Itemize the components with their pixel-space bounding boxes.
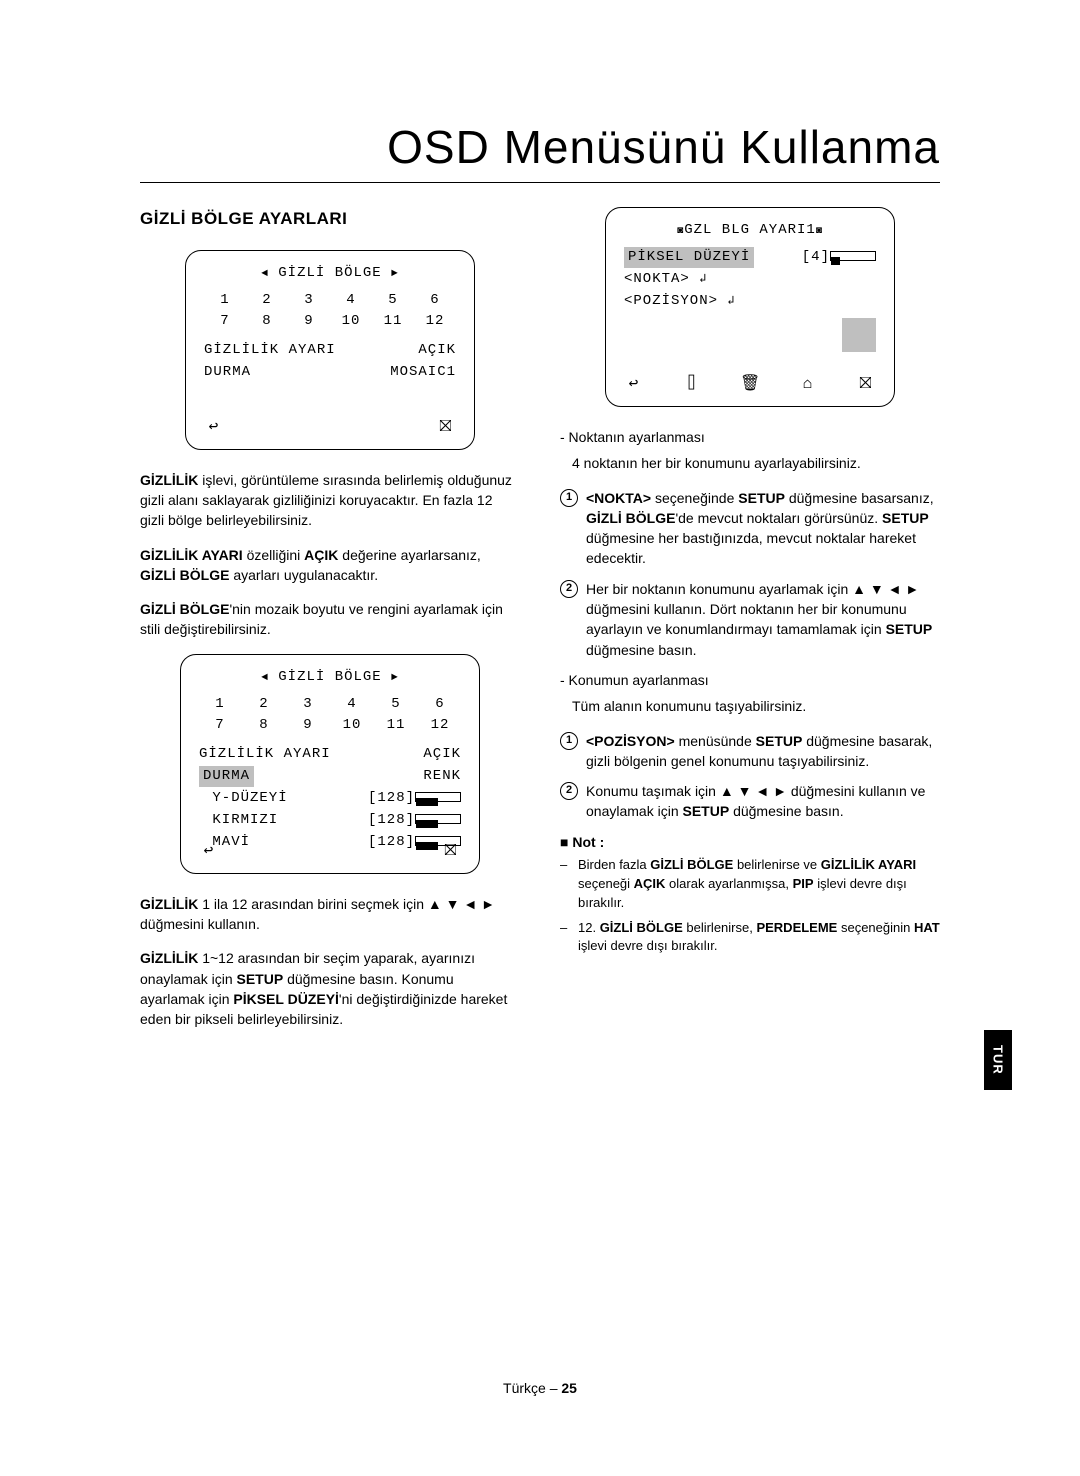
- circled-2-icon: 2: [560, 782, 578, 800]
- close-icon: ⛝: [856, 372, 876, 396]
- osd2-title: GİZLİ BÖLGE: [278, 669, 381, 685]
- arrow-right-icon: ►: [391, 268, 399, 280]
- osd3-title: GZL BLG AYARI1: [684, 222, 816, 238]
- home-icon: ⌂: [798, 372, 818, 396]
- page-title: OSD Menüsünü Kullanma: [140, 120, 940, 183]
- note-heading: ■ Not :: [560, 832, 940, 852]
- left-para-5: GİZLİLİK 1~12 arasından bir seçim yapara…: [140, 948, 520, 1029]
- slider-bar: [830, 251, 876, 261]
- right-p1: - Noktanın ayarlanması: [560, 427, 940, 447]
- osd1-title: GİZLİ BÖLGE: [278, 265, 381, 281]
- osd-box-1: ◄ GİZLİ BÖLGE ► 1 2 3 4 5 6 7 8: [185, 250, 475, 450]
- left-para-4: GİZLİLİK 1 ila 12 arasından birini seçme…: [140, 894, 520, 935]
- highlighted-item: DURMA: [199, 766, 254, 787]
- left-para-1: GİZLİLİK işlevi, görüntüleme sırasında b…: [140, 470, 520, 531]
- back-icon: ↩: [204, 415, 224, 439]
- highlighted-item: PİKSEL DÜZEYİ: [624, 247, 754, 268]
- left-para-3: GİZLİ BÖLGE'nin mozaik boyutu ve rengini…: [140, 599, 520, 640]
- step-1: 1 <NOKTA> seçeneğinde SETUP düğmesine ba…: [560, 488, 940, 569]
- back-icon: ↩: [199, 839, 219, 863]
- note-1: –Birden fazla GİZLİ BÖLGE belirlenirse v…: [560, 856, 940, 913]
- right-p2b: Tüm alanın konumunu taşıyabilirsiniz.: [560, 696, 940, 716]
- slider-bar: [415, 814, 461, 824]
- preview-square: [842, 318, 876, 352]
- arrow-left-icon: ◄: [261, 268, 269, 280]
- close-icon: ⛝: [436, 415, 456, 439]
- arrow-right-icon: ►: [391, 672, 399, 684]
- osd1-row2: 7 8 9 10 11 12: [210, 311, 450, 332]
- page-number: Türkçe – 25: [0, 1380, 1080, 1396]
- back-icon: ↩: [624, 372, 644, 396]
- step-1b: 1 <POZİSYON> menüsünde SETUP düğmesine b…: [560, 731, 940, 772]
- osd1-row1: 1 2 3 4 5 6: [210, 290, 450, 311]
- osd-box-3: ◙GZL BLG AYARI1◙ PİKSEL DÜZEYİ[4] <NOKTA…: [605, 207, 895, 407]
- left-column: GİZLİ BÖLGE AYARLARI ◄ GİZLİ BÖLGE ► 1 2…: [140, 207, 520, 1044]
- right-column: ◙GZL BLG AYARI1◙ PİKSEL DÜZEYİ[4] <NOKTA…: [560, 207, 940, 1044]
- icon-a: ⌷: [682, 372, 702, 396]
- step-2: 2 Her bir noktanın konumunu ayarlamak iç…: [560, 579, 940, 660]
- arrow-left-icon: ◄: [261, 672, 269, 684]
- circled-2-icon: 2: [560, 580, 578, 598]
- left-para-2: GİZLİLİK AYARI özelliğini AÇIK değerine …: [140, 545, 520, 586]
- step-2b: 2 Konumu taşımak için ▲ ▼ ◄ ► düğmesini …: [560, 781, 940, 822]
- close-icon: ⛝: [441, 839, 461, 863]
- right-p2: - Konumun ayarlanması: [560, 670, 940, 690]
- return-icon: ↲: [727, 294, 735, 308]
- section-heading: GİZLİ BÖLGE AYARLARI: [140, 207, 520, 232]
- trash-icon: 🗑: [740, 372, 760, 396]
- stop-icon: ◙: [816, 226, 823, 237]
- language-tab: TUR: [984, 1030, 1012, 1090]
- circled-1-icon: 1: [560, 732, 578, 750]
- right-p1b: 4 noktanın her bir konumunu ayarlayabili…: [560, 453, 940, 473]
- note-2: –12. GİZLİ BÖLGE belirlenirse, PERDELEME…: [560, 919, 940, 957]
- circled-1-icon: 1: [560, 489, 578, 507]
- slider-bar: [415, 792, 461, 802]
- osd-box-2: ◄ GİZLİ BÖLGE ► 123456 789101112 GİZLİLİ…: [180, 654, 480, 874]
- return-icon: ↲: [699, 272, 707, 286]
